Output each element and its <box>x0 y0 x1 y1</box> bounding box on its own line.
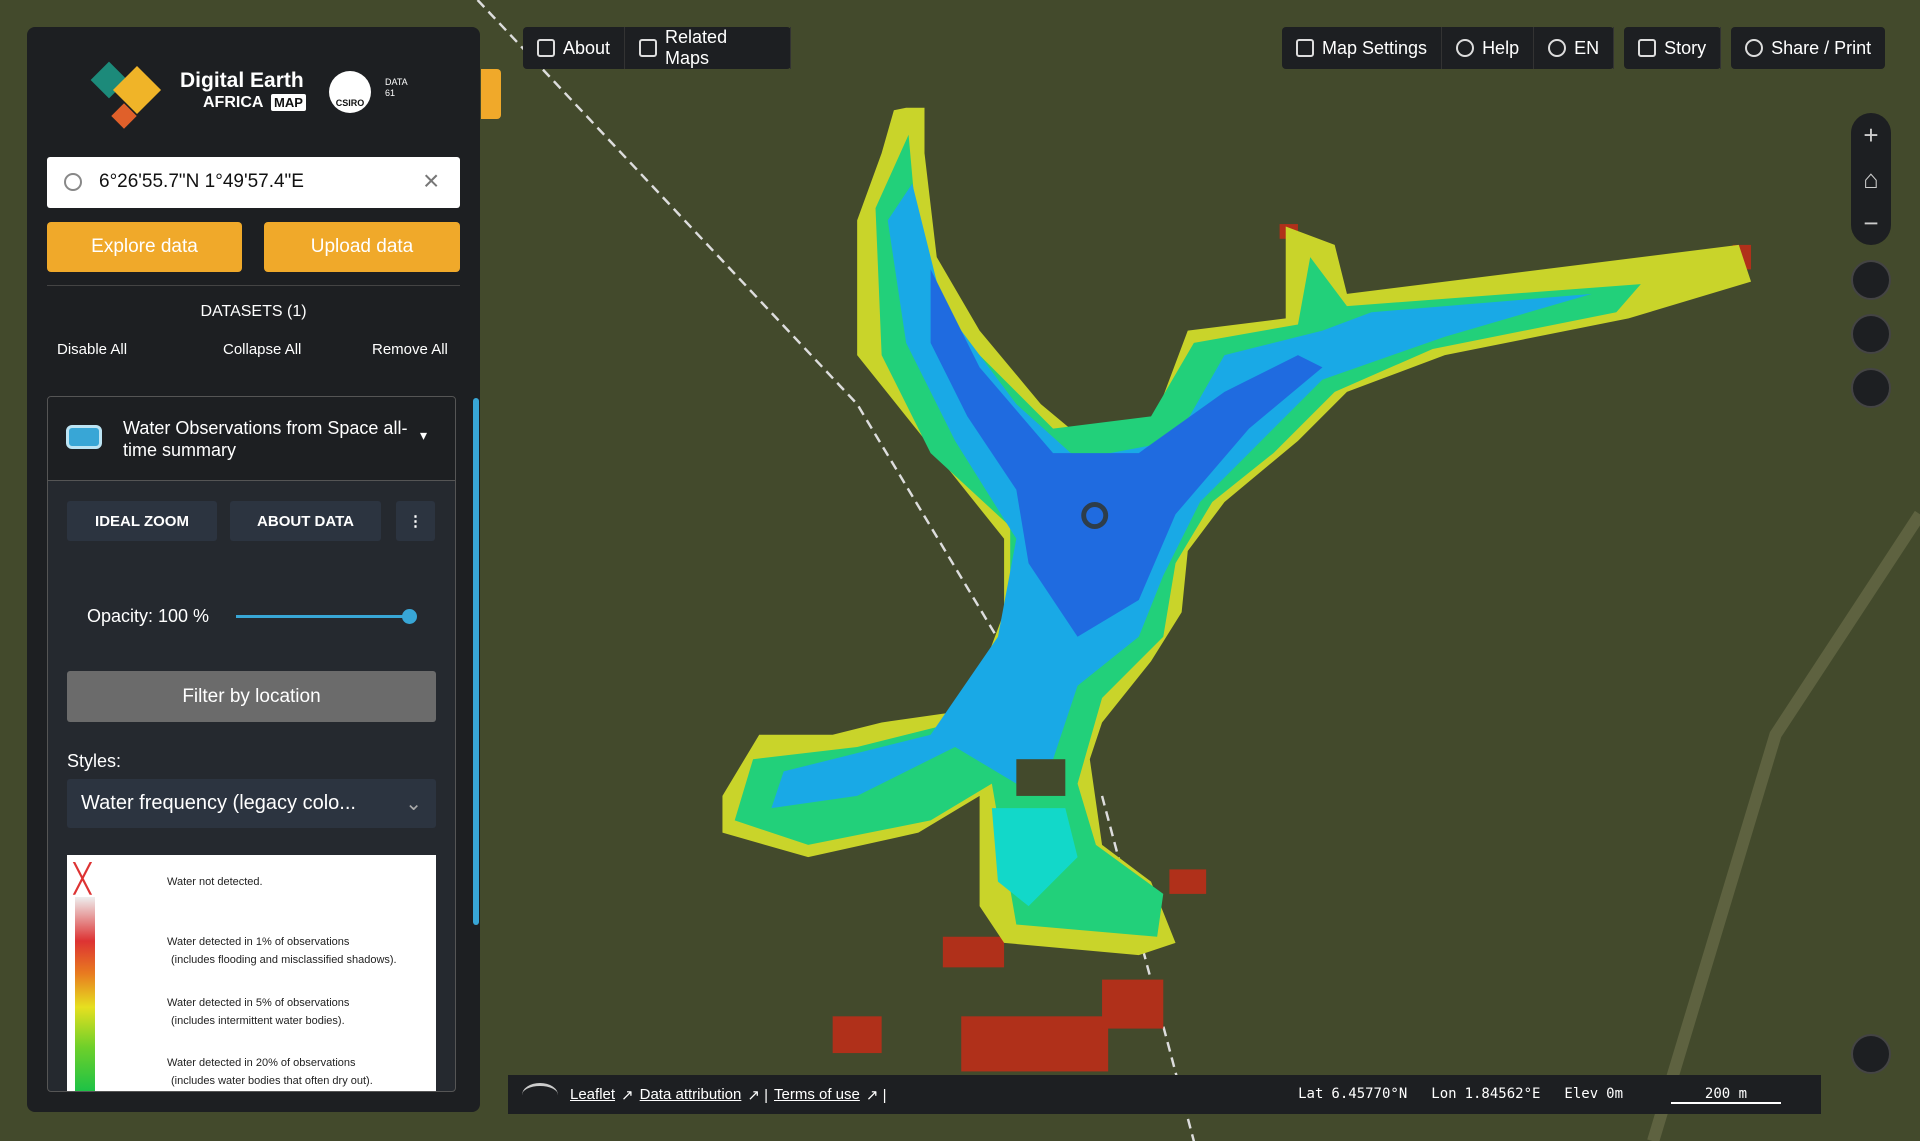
footer-link[interactable]: Leaflet <box>570 1086 616 1103</box>
label: EN <box>1574 37 1600 58</box>
legend-text: Water detected in 20% of observations <box>167 1057 356 1069</box>
legend: ╳ Water not detected. Water detected in … <box>67 855 436 1091</box>
layer-expand[interactable]: ▾ <box>420 427 428 443</box>
footer-link[interactable]: Terms of use <box>774 1086 860 1103</box>
label: IDEAL ZOOM <box>95 512 189 530</box>
label: Filter by location <box>182 685 321 707</box>
label: Share / Print <box>1771 37 1872 58</box>
filter-button[interactable]: Filter by location <box>67 671 436 722</box>
logo-mark <box>90 61 162 129</box>
help-button[interactable]: Help <box>1442 27 1535 69</box>
about-button[interactable]: About <box>523 27 626 69</box>
divider <box>47 285 460 286</box>
logo-title: Digital Earth <box>180 69 304 92</box>
partner-logo: CSIRO <box>329 71 371 113</box>
layer-header <box>48 397 455 481</box>
elev-label: Elev <box>1564 1085 1599 1102</box>
share-button[interactable]: Share / Print <box>1731 27 1886 69</box>
label: Upload data <box>310 236 414 257</box>
footer: Leaflet ↗ Data attribution ↗ | Terms of us… <box>508 1075 1821 1114</box>
search-value: 6°26'55.7"N 1°49'57.4"E <box>99 171 304 192</box>
upload-button[interactable]: Upload data <box>264 222 460 272</box>
legend-cross: ╳ <box>74 863 91 894</box>
top-nav: About Related Maps <box>523 27 791 69</box>
sidebar: Digital Earth AFRICA MAP CSIRO DATA 61 6… <box>27 27 480 1112</box>
explore-button[interactable]: Explore data <box>47 222 242 272</box>
search-box[interactable]: 6°26'55.7"N 1°49'57.4"E <box>47 157 460 208</box>
legend-text: (includes flooding and misclassified sha… <box>171 954 397 966</box>
datasets-heading: DATASETS (1) <box>200 303 307 320</box>
about-data-button[interactable]: ABOUT DATA <box>230 501 381 541</box>
logo-badge: MAP <box>271 94 306 111</box>
elev-value: 0m <box>1606 1085 1623 1102</box>
label: Related Maps <box>665 27 728 68</box>
label: About <box>563 37 611 58</box>
language-button[interactable]: EN <box>1534 27 1615 69</box>
label: Story <box>1664 37 1707 58</box>
legend-text: Water detected in 1% of observations <box>167 936 350 948</box>
lat-label: Lat <box>1298 1085 1324 1102</box>
remove-all[interactable]: Remove All <box>372 341 448 358</box>
label: Help <box>1482 37 1520 58</box>
partner-logo: DATA 61 <box>385 77 408 98</box>
scrollbar[interactable] <box>473 398 479 925</box>
style-dropdown[interactable]: Water frequency (legacy colo... ⌄ <box>67 779 436 828</box>
terria-logo <box>522 1082 558 1107</box>
opacity-label: Opacity: 100 % <box>87 606 210 626</box>
label: Explore data <box>91 236 198 257</box>
label: ABOUT DATA <box>257 512 354 530</box>
settings-group: Map Settings Help EN <box>1282 27 1615 69</box>
scale-bar: 200 m <box>1671 1086 1781 1104</box>
logo-subtitle: AFRICA <box>203 94 264 111</box>
zoom-controls[interactable]: + ⌂ − <box>1851 113 1891 245</box>
lat-value: 6.45770°N <box>1331 1085 1408 1102</box>
story-button[interactable]: Story <box>1624 27 1722 69</box>
lon-label: Lon <box>1431 1085 1457 1102</box>
clear-search[interactable]: × <box>423 165 440 196</box>
search-icon <box>64 173 82 191</box>
legend-text: Water not detected. <box>167 876 263 888</box>
label: Map Settings <box>1322 37 1428 58</box>
opacity-track <box>236 615 410 618</box>
locate-button[interactable] <box>1851 260 1891 300</box>
layer-card: Water Observations from Space all-time s… <box>47 396 456 1092</box>
map-settings-button[interactable]: Map Settings <box>1282 27 1443 69</box>
measure-button[interactable] <box>1851 368 1891 408</box>
styles-label: Styles: <box>67 751 122 771</box>
more-button[interactable]: ⋮ <box>396 501 435 541</box>
lon-value: 1.84562°E <box>1464 1085 1541 1102</box>
opacity-handle[interactable] <box>402 609 417 624</box>
legend-text: Water detected in 5% of observations <box>167 997 350 1009</box>
collapse-tab[interactable] <box>481 69 501 119</box>
ideal-zoom-button[interactable]: IDEAL ZOOM <box>67 501 217 541</box>
layer-title: Water Observations from Space all-time s… <box>123 418 408 460</box>
disable-all[interactable]: Disable All <box>57 341 128 358</box>
split-button[interactable] <box>1851 314 1891 354</box>
legend-ramp <box>75 897 95 1091</box>
top-right-nav: Map Settings Help EN Story Share / Print <box>1282 27 1886 69</box>
legend-text: (includes intermittent water bodies). <box>171 1015 345 1027</box>
feedback-button[interactable] <box>1851 1034 1891 1074</box>
collapse-all[interactable]: Collapse All <box>223 341 302 358</box>
related-maps-button[interactable]: Related Maps <box>625 27 791 69</box>
layer-toggle[interactable] <box>66 425 102 449</box>
legend-text: (includes water bodies that often dry ou… <box>171 1075 373 1087</box>
footer-link[interactable]: Data attribution <box>639 1086 742 1103</box>
dropdown-value: Water frequency (legacy colo... <box>81 792 356 814</box>
